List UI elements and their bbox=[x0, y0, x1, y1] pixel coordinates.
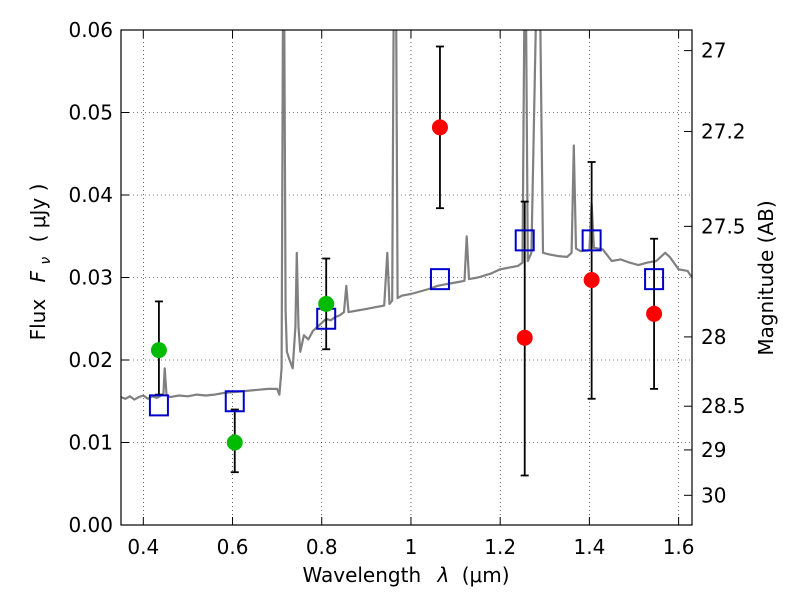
plot-background bbox=[121, 30, 692, 525]
y2-tick-label: 27 bbox=[701, 39, 726, 63]
plot-area bbox=[121, 30, 692, 477]
y2-axis-title: Magnitude (AB) bbox=[754, 200, 778, 355]
model-box-marker bbox=[644, 268, 665, 291]
green-point bbox=[226, 434, 243, 451]
x-axis-symbol: λ bbox=[437, 563, 450, 587]
y-tick-label: 0.00 bbox=[68, 513, 113, 537]
y2-tick-label: 28.5 bbox=[701, 394, 746, 418]
y-tick-label: 0.01 bbox=[68, 431, 113, 455]
y-axis-symbol: F bbox=[26, 270, 50, 282]
model-box-marker bbox=[148, 394, 169, 417]
red-point bbox=[583, 271, 600, 288]
y2-tick-label: 27.2 bbox=[701, 119, 746, 143]
y2-tick-label: 27.5 bbox=[701, 214, 746, 238]
x-axis-label: Wavelength bbox=[302, 563, 421, 587]
axes: 0.4 0.6 0.8 1 1.2 1.4 1.6 0.00 0.01 0.02 0.03 0.04 0… bbox=[68, 18, 745, 559]
x-tick-label: 1.6 bbox=[663, 535, 695, 559]
x-tick-label: 1.4 bbox=[573, 535, 605, 559]
x-tick-label: 0.6 bbox=[217, 535, 249, 559]
green-point bbox=[318, 295, 335, 312]
y2-tick-label: 29 bbox=[701, 438, 726, 462]
y-axis-label: Flux bbox=[26, 299, 50, 341]
y-tick-label: 0.05 bbox=[68, 101, 113, 125]
y-tick-label: 0.06 bbox=[68, 18, 113, 42]
y2-tick-label: 28 bbox=[701, 325, 726, 349]
spectrum-line bbox=[121, 30, 692, 401]
red-point bbox=[431, 119, 448, 136]
x-tick-label: 0.8 bbox=[306, 535, 338, 559]
y-axis-unit: ( μJy ) bbox=[26, 184, 50, 243]
red-point bbox=[646, 305, 663, 322]
red-point bbox=[516, 329, 533, 346]
model-box-marker bbox=[581, 229, 602, 252]
x-tick-label: 1.2 bbox=[484, 535, 516, 559]
x-tick-label: 0.4 bbox=[127, 535, 159, 559]
y2-tick-label: 30 bbox=[701, 483, 726, 507]
y-tick-label: 0.03 bbox=[68, 266, 113, 290]
green-point bbox=[150, 342, 167, 359]
model-box-marker bbox=[224, 390, 245, 413]
x-axis-title: Wavelength λ (μm) bbox=[302, 563, 509, 587]
x-tick-label: 1 bbox=[405, 535, 418, 559]
y-tick-label: 0.02 bbox=[68, 348, 113, 372]
model-box-marker bbox=[429, 268, 450, 291]
model-box-marker bbox=[514, 229, 535, 252]
x-axis-unit: (μm) bbox=[462, 563, 510, 587]
y-tick-label: 0.04 bbox=[68, 183, 113, 207]
plot-content bbox=[121, 30, 692, 477]
y-axis-title: Flux F ν ( μJy ) bbox=[26, 184, 55, 341]
y-axis-subscript: ν bbox=[38, 257, 54, 265]
